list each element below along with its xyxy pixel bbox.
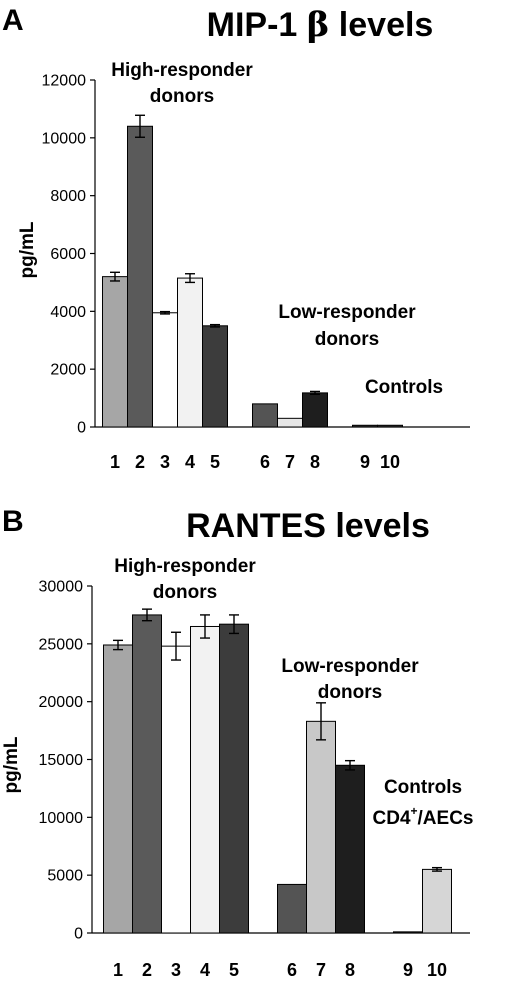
panel-b-y-tick-label: 5000 — [47, 868, 83, 885]
panel-a-annotation: High-responder — [111, 60, 253, 81]
panel-b-y-tick-label: 15000 — [39, 752, 84, 769]
annotation-cd4-base: CD4 — [373, 808, 411, 829]
panel-b-category-label: 6 — [287, 960, 297, 980]
panel-a-category-label: 5 — [210, 452, 220, 472]
panel-a-bar-3 — [152, 312, 178, 428]
panel-b-category-label: 2 — [142, 960, 152, 980]
panel-b-category-label: 8 — [345, 960, 355, 980]
panel-a-category-label: 3 — [160, 452, 170, 472]
panel-b-category-label: 9 — [403, 960, 413, 980]
panel-a-y-tick-label: 0 — [77, 420, 86, 437]
panel-a-category-label: 2 — [135, 452, 145, 472]
panel-b-annotation: Low-responder — [281, 656, 419, 677]
panel-b-annotation: High-responder — [114, 556, 256, 577]
panel-b-bar-4 — [190, 625, 220, 934]
panel-a-category-label: 9 — [360, 452, 370, 472]
panel-b-annotation: donors — [318, 682, 382, 703]
panel-a-y-tick-label: 4000 — [50, 304, 86, 321]
panel-b-bar-7 — [306, 720, 336, 934]
panel-b-y-tick-label: 0 — [74, 926, 83, 943]
panel-b-y-tick-label: 30000 — [39, 579, 84, 596]
panel-b-bar-10 — [422, 868, 452, 934]
panel-b-y-axis-label: pg/mL — [1, 736, 22, 793]
panel-a-bar-5 — [202, 325, 228, 428]
panel-b-bar-3 — [161, 645, 191, 934]
panel-a-bar-8 — [302, 392, 328, 428]
panel-a-bar-10 — [377, 424, 403, 428]
panel-a-title: MIP-1 β levels — [207, 5, 434, 45]
panel-b-annotation: donors — [153, 582, 217, 603]
panel-a-bar-2 — [127, 125, 153, 428]
panel-a-category-label: 10 — [380, 452, 400, 472]
panel-a-bar-7 — [277, 417, 303, 428]
panel-a-y-axis-label: pg/mL — [17, 221, 38, 278]
panel-b-category-label: 1 — [113, 960, 123, 980]
panel-b-category-label: 5 — [229, 960, 239, 980]
panel-a-bar-4 — [177, 277, 203, 428]
annotation-cd4-superscript: + — [411, 804, 418, 818]
panel-a-y-tick-label: 2000 — [50, 362, 86, 379]
panel-a-y-tick-label: 12000 — [42, 73, 87, 90]
panel-b-title: RANTES levels — [186, 507, 430, 545]
panel-a-annotation: Low-responder — [278, 302, 416, 323]
panel-b-y-tick-label: 25000 — [39, 636, 84, 653]
panel-b-category-label: 3 — [171, 960, 181, 980]
panel-b-y-tick-label: 10000 — [39, 810, 84, 827]
panel-a-category-label: 7 — [285, 452, 295, 472]
panel-a-bar-9 — [352, 424, 378, 428]
panel-a-bar-6 — [252, 403, 278, 428]
panel-b-bar-6 — [277, 883, 307, 934]
panel-a-letter: A — [2, 4, 24, 37]
panel-a-category-label: 8 — [310, 452, 320, 472]
panel-b-category-label: 10 — [427, 960, 447, 980]
panel-a-annotation: donors — [150, 86, 214, 107]
panel-b-plot: 0 5000 10000 15000 20000 25000 30000 1 2 3 4 5 6 7 8 9 1… — [39, 556, 474, 980]
panel-a-y-tick-label: 10000 — [42, 130, 87, 147]
panel-a-category-label: 1 — [110, 452, 120, 472]
panel-b-bar-8 — [335, 764, 365, 934]
panel-a-category-label: 6 — [260, 452, 270, 472]
panel-b-bar-5 — [219, 623, 249, 934]
panel-a-y-tick-label: 8000 — [50, 188, 86, 205]
panel-a-category-label: 4 — [185, 452, 195, 472]
panel-a-bar-1 — [102, 276, 128, 428]
panel-b-bar-1 — [103, 644, 133, 934]
panel-b-bar-2 — [132, 614, 162, 934]
panel-a-annotation: Controls — [365, 377, 443, 398]
annotation-cd4-rest: /AECs — [418, 808, 474, 829]
panel-b-annotation-cd4: CD4+/AECs — [373, 804, 474, 829]
panel-b-annotation: Controls — [384, 777, 462, 798]
panel-b-letter: B — [2, 505, 24, 538]
panel-a-y-tick-label: 6000 — [50, 246, 86, 263]
panel-a-plot: 0 2000 4000 6000 8000 10000 12000 1 2 3 4 5 6 7 8 9 10 Hi… — [42, 60, 470, 472]
panel-b-bar-9 — [393, 931, 423, 934]
panel-b-category-label: 4 — [200, 960, 210, 980]
panel-a-annotation: donors — [315, 329, 379, 350]
panel-b-y-tick-label: 20000 — [39, 694, 84, 711]
panel-b-category-label: 7 — [316, 960, 326, 980]
